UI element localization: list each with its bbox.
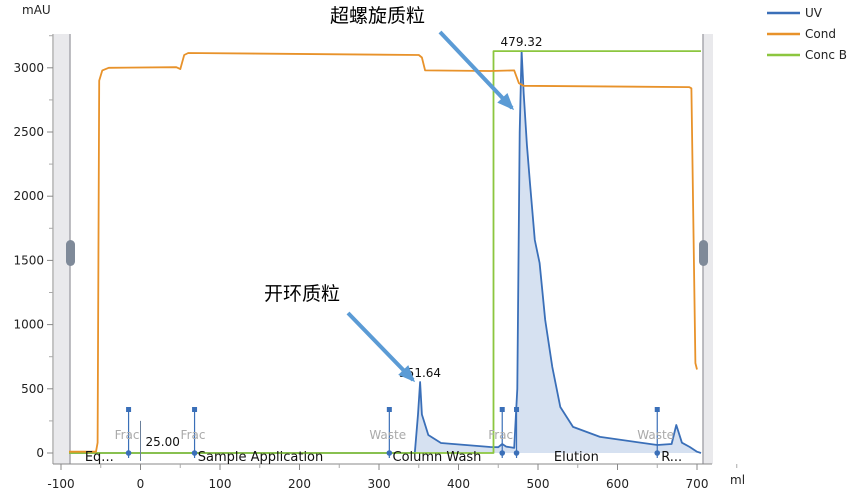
arrow-head-icon (497, 93, 515, 111)
x-axis-label: ml (730, 473, 745, 487)
uv-line (69, 50, 702, 454)
annotation-arrow (346, 311, 415, 382)
right-scroll-handle[interactable] (699, 240, 708, 266)
fraction-mark-dot (513, 450, 520, 456)
y-tick-label: 2000 (13, 189, 44, 203)
x-tick-label: 100 (209, 477, 232, 491)
fraction-mark-dot (191, 450, 198, 456)
x-tick-label: 600 (606, 477, 629, 491)
annotation-arrow (438, 30, 514, 110)
fraction-label: Frac (115, 428, 140, 442)
arrow-head-icon (398, 365, 416, 383)
y-tick-label: 0 (36, 446, 44, 460)
fraction-mark-handle (192, 407, 198, 412)
y-axis-label: mAU (22, 3, 51, 17)
x-tick-label: 700 (686, 477, 709, 491)
x-tick-label: 300 (368, 477, 391, 491)
fraction-mark-handle (126, 407, 132, 412)
annotation-supercoiled: 超螺旋质粒 (330, 5, 425, 27)
fraction-mark-handle (386, 407, 392, 412)
fraction-mark-handle (654, 407, 660, 412)
x-tick-label: 0 (137, 477, 145, 491)
legend-label: Conc B (805, 48, 847, 62)
peak-label: 479.32 (501, 35, 543, 49)
phase-label: Sample Application (198, 450, 324, 465)
y-tick-label: 2500 (13, 125, 44, 139)
x-tick-label: 400 (447, 477, 470, 491)
annotation-open-circular: 开环质粒 (264, 283, 340, 305)
cond-line (69, 52, 698, 453)
left-scroll-handle[interactable] (66, 240, 75, 266)
fraction-label: Waste (369, 428, 406, 442)
fraction-mark-dot (386, 450, 393, 456)
x-tick-label: 200 (288, 477, 311, 491)
injection-label: 25.00 (146, 435, 180, 449)
conc-b-line (69, 50, 701, 454)
fraction-mark-dot (654, 450, 661, 456)
phase-label: Eq... (85, 450, 114, 465)
fraction-mark-handle (499, 407, 505, 412)
uv-area (68, 51, 701, 453)
x-tick-label: -100 (47, 477, 74, 491)
fraction-mark-handle (514, 407, 520, 412)
phase-label: Elution (554, 450, 599, 465)
fraction-label: Frac (181, 428, 206, 442)
left-scroll-strip[interactable] (54, 34, 70, 464)
legend-label: Cond (805, 27, 836, 41)
fraction-label: Frac (488, 428, 513, 442)
y-tick-label: 1000 (13, 318, 44, 332)
x-tick-label: 500 (527, 477, 550, 491)
y-tick-label: 3000 (13, 61, 44, 75)
fraction-label: Waste (637, 428, 674, 442)
legend-label: UV (805, 6, 823, 20)
y-tick-label: 500 (21, 382, 44, 396)
y-tick-label: 1500 (13, 253, 44, 267)
phase-label: Column Wash (393, 450, 482, 465)
fraction-mark-dot (125, 450, 132, 456)
phase-label: R... (661, 450, 682, 465)
fraction-mark-dot (499, 450, 506, 456)
